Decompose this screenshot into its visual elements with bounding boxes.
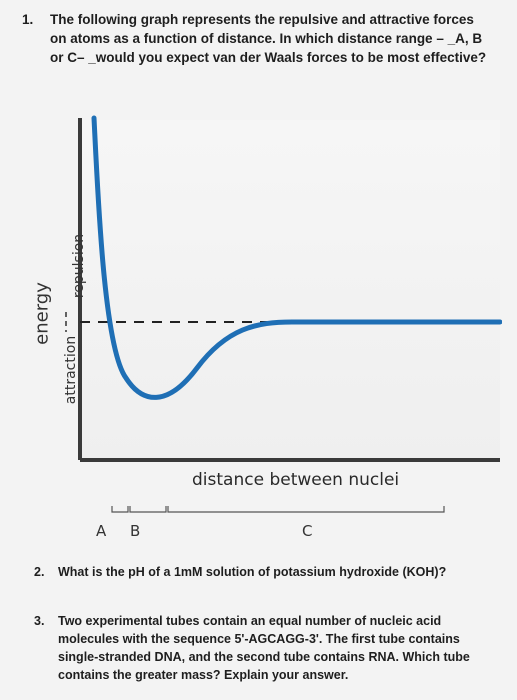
bracket-b — [129, 506, 167, 513]
repulsion-label: repulsion — [71, 233, 87, 299]
plot-background — [80, 120, 500, 460]
bracket-a — [111, 506, 129, 513]
question-number: 1. — [22, 12, 34, 27]
question-3: 3. Two experimental tubes contain an equ… — [34, 612, 484, 684]
question-text: The following graph represents the repul… — [50, 12, 487, 65]
energy-distance-figure: energy repulsion attraction distance bet… — [32, 108, 502, 548]
question-number: 2. — [34, 565, 45, 579]
question-2: 2. What is the pH of a 1mM solution of p… — [34, 563, 504, 581]
potential-energy-curve — [91, 115, 502, 400]
range-label-b: B — [130, 522, 141, 540]
attraction-label: attraction — [63, 335, 79, 405]
question-text: What is the pH of a 1mM solution of pota… — [58, 565, 447, 579]
bracket-c — [167, 506, 445, 513]
range-brackets — [111, 506, 445, 513]
energy-curve-plot — [65, 115, 502, 513]
question-text: Two experimental tubes contain an equal … — [58, 614, 470, 682]
question-number: 3. — [34, 614, 45, 628]
range-label-a: A — [96, 522, 107, 540]
distance-axis-label: distance between nuclei — [192, 470, 400, 490]
question-1: 1. The following graph represents the re… — [22, 10, 492, 67]
range-label-c: C — [302, 522, 313, 540]
energy-axis-label: energy — [31, 282, 53, 345]
